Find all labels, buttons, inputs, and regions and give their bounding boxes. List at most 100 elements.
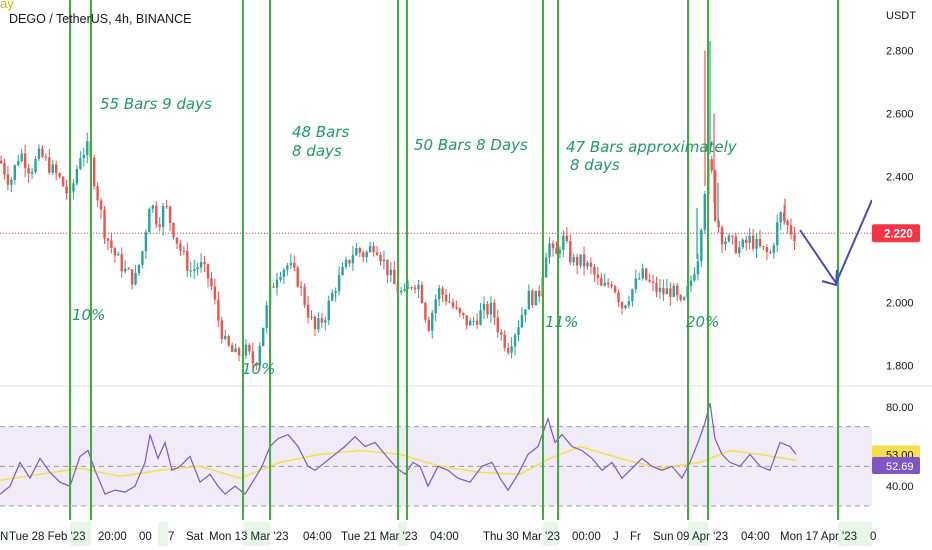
candle-body [44,156,48,158]
candle-body [10,179,13,185]
candle-body [669,288,672,297]
candle-body [720,227,724,245]
candle-body [644,268,648,280]
candle-body [479,310,482,325]
annotation-pct-4: 20% [686,313,719,331]
candle-body [617,292,620,303]
candle-body [658,287,662,292]
candle-body [334,291,337,293]
annotation-50-bars: 50 Bars 8 Days [414,136,528,154]
candle-body [172,222,175,238]
annotation-47-bars: 47 Bars approximately [566,138,738,156]
candle-body [375,252,379,255]
candle-body [769,252,772,254]
candle-body [575,256,579,266]
candle-body [648,279,651,282]
candle-body [3,163,6,175]
candle-body [20,153,23,161]
candle-body [196,267,199,270]
candle-body [82,155,85,159]
candle-body [341,266,344,276]
annotation-48-bars: 48 Bars [292,123,350,141]
candle-body [738,247,741,254]
candle-body [303,286,306,305]
candle-body [358,248,361,253]
candle-body [282,269,286,277]
candle-body [496,317,499,333]
candle-body [593,266,596,275]
time-axis-label: 04:00 [741,531,770,543]
candle-body [486,303,489,315]
candle-body [558,249,562,254]
annotation-47-bars-days: 8 days [570,156,620,174]
candle-body [224,336,227,339]
candle-body [372,246,375,253]
candle-body [693,274,696,281]
candle-body [92,157,96,187]
candle-body [275,279,279,288]
candle-body [99,200,103,210]
candle-body [458,308,462,313]
candle-body [403,288,406,291]
candle-body [751,235,755,249]
candle-body [651,281,655,283]
candle-body [520,314,524,328]
candle-body [110,240,113,249]
price-tick-label: 2.800 [886,46,914,58]
candle-body [465,315,468,326]
candle-body [213,286,217,300]
candle-body [189,270,192,272]
price-tick-label: 2.000 [886,298,914,310]
candle-body [531,290,534,306]
candle-body [517,327,520,336]
candle-body [244,344,248,356]
candle-body [379,254,382,262]
candle-body [0,160,3,164]
candle-body [607,282,610,285]
annotation-48-bars-days: 8 days [292,142,342,160]
candle-body [362,252,365,258]
currency-label: USDT [886,10,916,22]
candle-body [765,247,769,253]
candle-body [331,292,334,301]
rsi-tick-label: 80.00 [886,402,914,414]
candle-body [286,265,289,270]
annotation-55-bars: 55 Bars 9 days [100,95,212,113]
candle-body [293,263,296,268]
time-axis-label: J [613,531,619,543]
candle-body [448,301,451,303]
candle-body [165,206,168,208]
candle-body [179,243,182,251]
candle-body [72,183,75,192]
candle-body [317,318,320,330]
candle-body [355,248,358,256]
candle-body [113,248,117,256]
candle-body [382,259,386,262]
candle-body [306,304,310,318]
candle-body [538,290,541,297]
candle-body [627,301,631,306]
candle-body [444,294,448,302]
candle-body [727,235,731,242]
candle-body [51,164,54,173]
candle-body [572,256,575,263]
time-range-highlight-5 [688,522,708,546]
candle-body [679,295,682,300]
candle-body [600,278,603,286]
candle-body [772,245,775,253]
candle-body [137,264,141,274]
candle-body [151,205,154,209]
candle-body [700,229,703,262]
candle-body [141,251,144,265]
rsi-line [0,402,797,495]
candle-body [786,220,789,226]
candle-body [175,237,179,244]
candle-body [168,206,172,223]
candle-body [555,248,558,254]
time-range-highlight-4 [543,522,558,546]
candle-body [337,275,341,292]
candle-body [472,320,475,322]
candle-body [320,318,324,323]
